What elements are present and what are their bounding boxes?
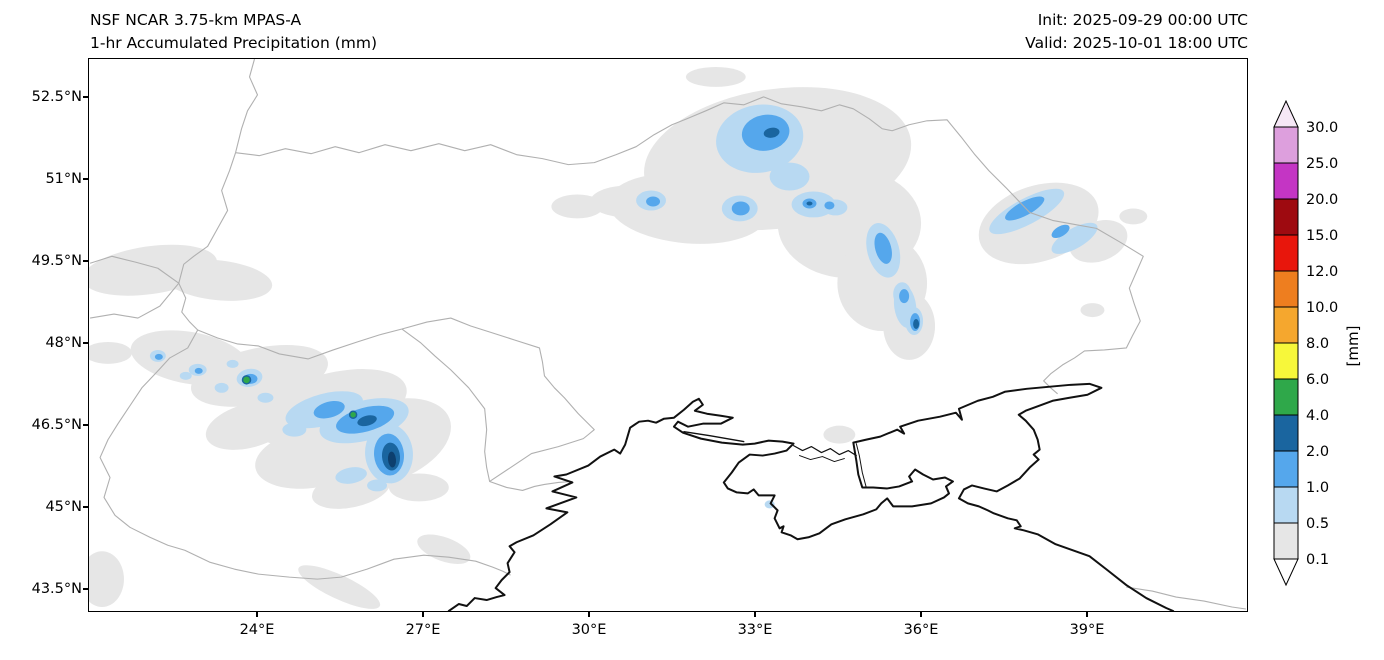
axis-tick: [83, 260, 88, 262]
precip-layer-heavy: [241, 375, 397, 468]
colorbar-tick-label: 10.0: [1306, 300, 1338, 316]
colorbar-tick-label: 2.0: [1306, 444, 1329, 460]
axis-tick: [83, 342, 88, 344]
colorbar-segment: [1273, 162, 1299, 200]
colorbar-tick-label: 4.0: [1306, 408, 1329, 424]
colorbar-over-arrow: [1273, 100, 1299, 128]
colorbar-tick-label: 30.0: [1306, 120, 1338, 136]
product-title: 1-hr Accumulated Precipitation (mm): [90, 34, 377, 52]
title-block: NSF NCAR 3.75-km MPAS-A 1-hr Accumulated…: [90, 9, 377, 55]
map-plot-area: [88, 58, 1248, 612]
y-tick-label: 43.5°N: [31, 581, 82, 597]
coastline: [447, 382, 1175, 611]
axis-tick: [588, 612, 590, 617]
model-title: NSF NCAR 3.75-km MPAS-A: [90, 11, 302, 29]
colorbar-segment: [1273, 306, 1299, 344]
axis-tick: [83, 588, 88, 590]
x-tick-label: 39°E: [1069, 622, 1105, 638]
colorbar-segment: [1273, 126, 1299, 164]
valid-time: Valid: 2025-10-01 18:00 UTC: [1025, 34, 1248, 52]
colorbar-tick-label: 15.0: [1306, 228, 1338, 244]
colorbar-segment: [1273, 270, 1299, 308]
y-tick-label: 45°N: [45, 499, 82, 515]
axis-tick: [920, 612, 922, 617]
axis-tick: [422, 612, 424, 617]
axis-tick: [256, 612, 258, 617]
y-tick-label: 51°N: [45, 171, 82, 187]
x-tick-label: 33°E: [737, 622, 773, 638]
colorbar-segment: [1273, 342, 1299, 380]
country-borders: [89, 59, 1246, 610]
colorbar-segment: [1273, 522, 1299, 560]
axis-tick: [1086, 612, 1088, 617]
colorbar-segment: [1273, 378, 1299, 416]
axis-tick: [83, 506, 88, 508]
colorbar-tick-label: 20.0: [1306, 192, 1338, 208]
axis-tick: [83, 96, 88, 98]
colorbar-tick-label: 25.0: [1306, 156, 1338, 172]
axis-tick: [83, 178, 88, 180]
colorbar-segment: [1273, 486, 1299, 524]
y-tick-label: 49.5°N: [31, 253, 82, 269]
colorbar: 30.0 25.0 20.0 15.0 12.0 10.0 8.0 6.0 4.…: [1273, 100, 1362, 587]
axis-tick: [754, 612, 756, 617]
y-tick-label: 48°N: [45, 335, 82, 351]
colorbar-segment: [1273, 198, 1299, 236]
colorbar-segment: [1273, 234, 1299, 272]
init-time: Init: 2025-09-29 00:00 UTC: [1037, 11, 1248, 29]
x-tick-label: 30°E: [571, 622, 607, 638]
y-tick-label: 52.5°N: [31, 89, 82, 105]
colorbar-tick-label: 12.0: [1306, 264, 1338, 280]
map-canvas: [89, 59, 1246, 611]
colorbar-tick-label: 0.5: [1306, 516, 1329, 532]
y-tick-label: 46.5°N: [31, 417, 82, 433]
colorbar-under-arrow: [1273, 558, 1299, 587]
colorbar-tick-label: 1.0: [1306, 480, 1329, 496]
x-tick-label: 24°E: [239, 622, 275, 638]
colorbar-segment: [1273, 414, 1299, 452]
colorbar-tick-label: 8.0: [1306, 336, 1329, 352]
axis-tick: [83, 424, 88, 426]
colorbar-tick-label: 6.0: [1306, 372, 1329, 388]
colorbar-unit-label: [mm]: [1344, 326, 1362, 367]
run-time-block: Init: 2025-09-29 00:00 UTC Valid: 2025-1…: [1025, 9, 1248, 55]
colorbar-segment: [1273, 450, 1299, 488]
x-tick-label: 36°E: [903, 622, 939, 638]
x-tick-label: 27°E: [405, 622, 441, 638]
colorbar-tick-label: 0.1: [1306, 552, 1329, 568]
precip-layer-light: [89, 66, 1148, 609]
